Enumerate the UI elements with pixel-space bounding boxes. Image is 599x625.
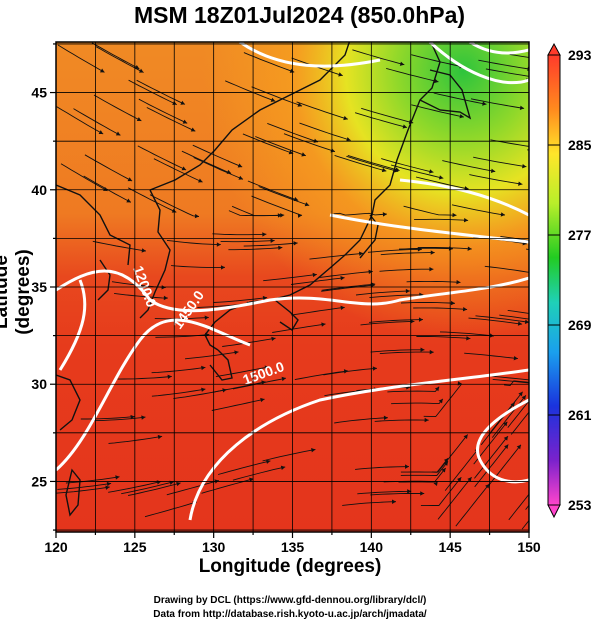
lon-tick-label: 120 [44, 539, 68, 555]
colorbar-tick-label: 293 [568, 47, 592, 63]
credit-data: Data from http://database.rish.kyoto-u.a… [153, 609, 427, 620]
lat-tick-label: 40 [31, 182, 47, 198]
geopotential-contours [56, 42, 529, 521]
lat-tick-label: 45 [31, 85, 47, 101]
wind-streamlines [56, 42, 529, 530]
colorbar-min-arrow [547, 504, 561, 519]
colorbar-tick-label: 285 [568, 137, 592, 153]
colorbar-tick-label: 253 [568, 497, 592, 513]
lon-tick-label: 125 [123, 539, 147, 555]
lon-tick-label: 130 [202, 539, 226, 555]
colorbar-tick-label: 277 [568, 227, 592, 243]
y-axis-label: Latitude (degrees) [0, 249, 34, 335]
latitude-axis: 25 30 35 40 45 [31, 43, 56, 531]
credit-drawing: Drawing by DCL (https://www.gfd-dennou.o… [153, 595, 427, 606]
x-axis-label: Longitude (degrees) [198, 556, 382, 577]
lon-tick-label: 145 [438, 539, 462, 555]
lon-tick-label: 140 [360, 539, 384, 555]
lat-tick-label: 30 [31, 376, 47, 392]
colorbar: 293 285 277 269 261 253 [547, 42, 592, 519]
lon-tick-label: 135 [281, 539, 305, 555]
colorbar-tick-label: 261 [568, 407, 592, 423]
colorbar-scale [547, 54, 561, 506]
lat-tick-label: 25 [31, 473, 47, 489]
lat-tick-label: 35 [31, 279, 47, 295]
colorbar-tick-label: 269 [568, 317, 592, 333]
colorbar-max-arrow [547, 42, 561, 56]
longitude-axis: 120 125 130 135 140 145 150 [44, 532, 541, 555]
map-title: MSM 18Z01Jul2024 (850.0hPa) [133, 2, 466, 28]
lon-tick-label: 150 [517, 539, 541, 555]
lat-lon-grid [56, 42, 529, 532]
